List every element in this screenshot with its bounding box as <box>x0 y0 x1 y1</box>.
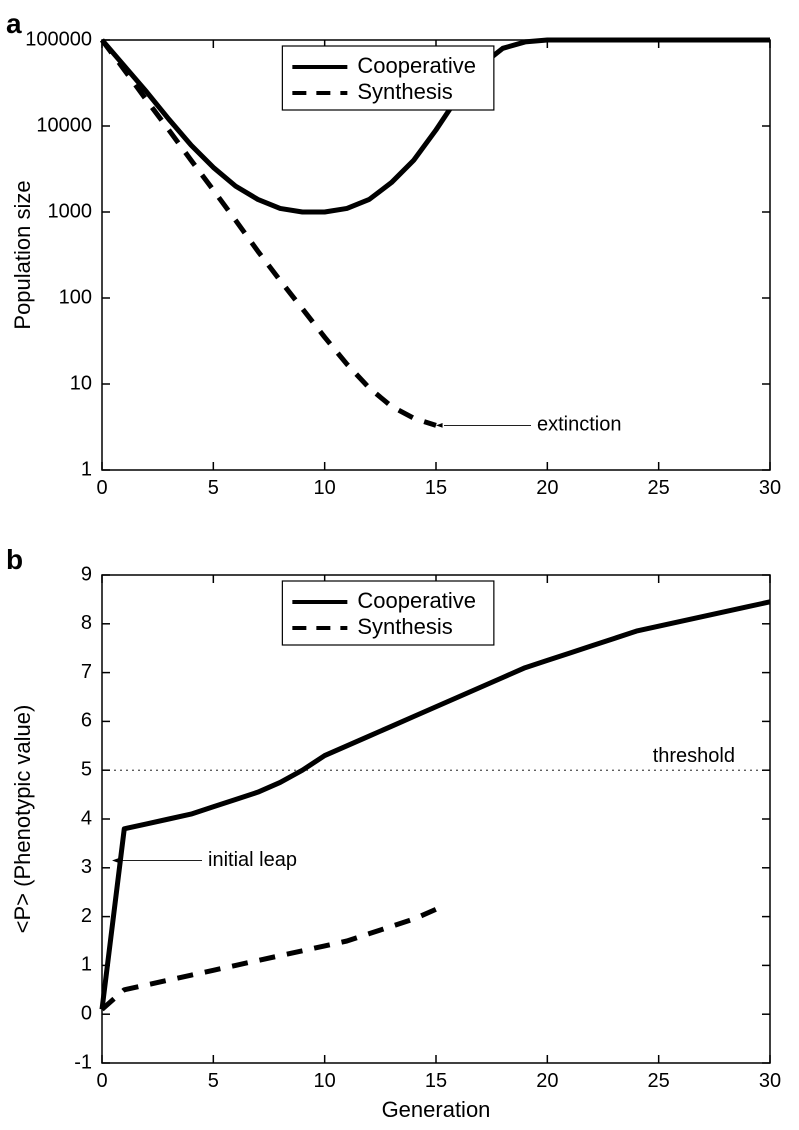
legend-label: Synthesis <box>357 614 452 639</box>
ytick-label: 3 <box>81 856 92 878</box>
y-axis-label: Population size <box>10 180 35 329</box>
annotation-arrowhead <box>112 858 119 863</box>
threshold-label: threshold <box>653 745 735 767</box>
xtick-label: 10 <box>314 477 336 499</box>
ytick-label: 7 <box>81 661 92 683</box>
ytick-label: 2 <box>81 905 92 927</box>
ytick-label: 100000 <box>25 28 92 50</box>
xtick-label: 20 <box>536 1070 558 1092</box>
ytick-label: 6 <box>81 710 92 732</box>
xtick-label: 30 <box>759 1070 781 1092</box>
ytick-label: 9 <box>81 563 92 585</box>
legend-label: Cooperative <box>357 53 476 78</box>
ytick-label: 100 <box>59 286 92 308</box>
ytick-label: 8 <box>81 612 92 634</box>
ytick-label: 1 <box>81 458 92 480</box>
figure-root: a b 051015202530110100100010000100000Pop… <box>0 0 799 1130</box>
xtick-label: 0 <box>96 1070 107 1092</box>
series-synthesis <box>102 909 436 1009</box>
annotation-arrowhead <box>436 423 443 428</box>
legend-label: Synthesis <box>357 79 452 104</box>
xtick-label: 25 <box>648 477 670 499</box>
ytick-label: 10000 <box>36 114 92 136</box>
ytick-label: 5 <box>81 758 92 780</box>
figure-svg: 051015202530110100100010000100000Populat… <box>0 0 799 1130</box>
ytick-label: -1 <box>74 1051 92 1073</box>
annotation-label: initial leap <box>208 849 297 871</box>
xtick-label: 15 <box>425 1070 447 1092</box>
series-cooperative <box>102 602 770 1009</box>
xtick-label: 15 <box>425 477 447 499</box>
xtick-label: 5 <box>208 1070 219 1092</box>
xtick-label: 25 <box>648 1070 670 1092</box>
x-axis-label: Generation <box>382 1097 491 1122</box>
plot-frame <box>102 575 770 1063</box>
xtick-label: 0 <box>96 477 107 499</box>
ytick-label: 4 <box>81 807 92 829</box>
xtick-label: 20 <box>536 477 558 499</box>
ytick-label: 1 <box>81 954 92 976</box>
panel-b-label: b <box>6 544 23 576</box>
panel-a-label: a <box>6 8 22 40</box>
annotation-label: extinction <box>537 414 622 436</box>
ytick-label: 1000 <box>48 200 93 222</box>
xtick-label: 10 <box>314 1070 336 1092</box>
ytick-label: 10 <box>70 372 92 394</box>
legend-label: Cooperative <box>357 588 476 613</box>
y-axis-label: <P> (Phenotypic value) <box>10 705 35 934</box>
xtick-label: 5 <box>208 477 219 499</box>
ytick-label: 0 <box>81 1002 92 1024</box>
xtick-label: 30 <box>759 477 781 499</box>
